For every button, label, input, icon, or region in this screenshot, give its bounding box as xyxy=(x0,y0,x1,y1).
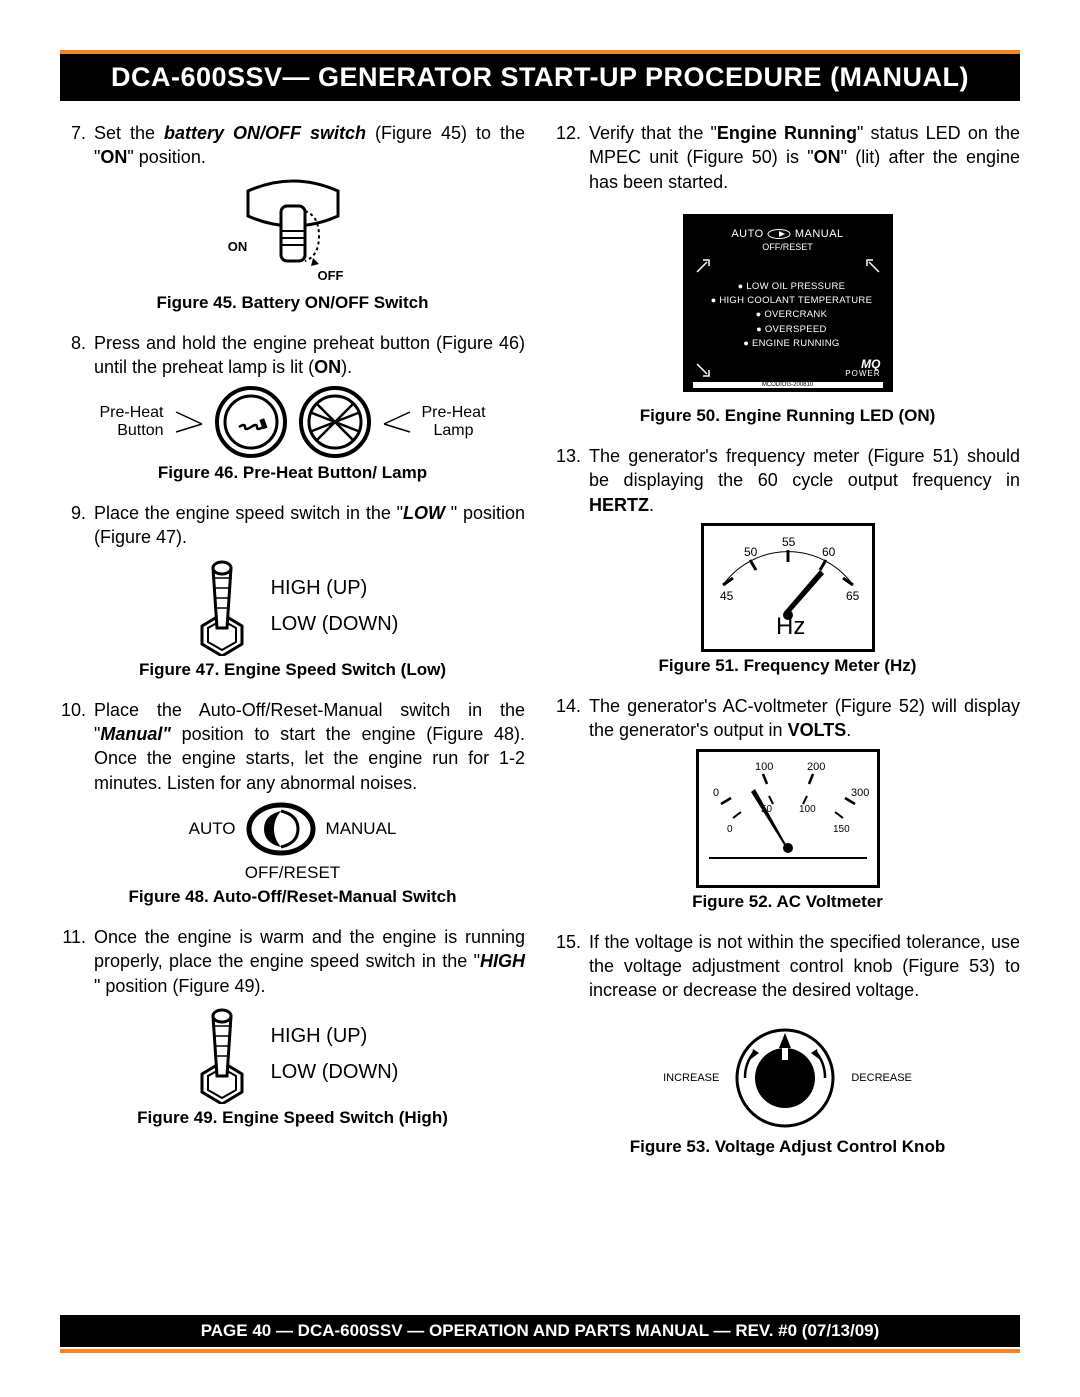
figure-51-caption: Figure 51. Frequency Meter (Hz) xyxy=(555,656,1020,676)
figure-47-caption: Figure 47. Engine Speed Switch (Low) xyxy=(60,660,525,680)
figure-52: 0 100 200 300 0 50 100 150 xyxy=(555,749,1020,888)
step-11: 11. Once the engine is warm and the engi… xyxy=(60,925,525,998)
high-label: HIGH (UP) xyxy=(271,1018,399,1054)
figure-48-caption: Figure 48. Auto-Off/Reset-Manual Switch xyxy=(60,887,525,907)
left-column: 7. Set the battery ON/OFF switch (Figure… xyxy=(60,121,525,1175)
step-7: 7. Set the battery ON/OFF switch (Figure… xyxy=(60,121,525,170)
figure-52-caption: Figure 52. AC Voltmeter xyxy=(555,892,1020,912)
figure-51: 45 50 55 60 65 Hz xyxy=(555,523,1020,652)
high-label: HIGH (UP) xyxy=(271,570,399,606)
figure-46-caption: Figure 46. Pre-Heat Button/ Lamp xyxy=(60,463,525,483)
low-label: LOW (DOWN) xyxy=(271,1054,399,1090)
step-13: 13. The generator's frequency meter (Fig… xyxy=(555,444,1020,517)
svg-text:65: 65 xyxy=(846,589,860,603)
off-reset-label: OFF/RESET xyxy=(693,242,883,252)
bold: ON xyxy=(814,147,841,167)
figure-53: INCREASE DECREASE xyxy=(555,1023,1020,1133)
page-footer: PAGE 40 — DCA-600SSV — OPERATION AND PAR… xyxy=(60,1315,1020,1347)
bold-italic: LOW xyxy=(403,503,451,523)
svg-text:0: 0 xyxy=(713,787,719,799)
manual-label: MANUAL xyxy=(795,228,844,240)
svg-text:45: 45 xyxy=(720,589,734,603)
svg-text:Hz: Hz xyxy=(776,613,805,640)
knob-icon xyxy=(725,1023,845,1133)
bold: Engine Running xyxy=(717,123,857,143)
auto-label: AUTO xyxy=(731,228,763,240)
figure-46: Pre-Heat Button Pre-Heat Lamp xyxy=(60,385,525,459)
power-label: POWER xyxy=(845,369,882,378)
bold: ON xyxy=(314,357,341,377)
led-item: LOW OIL PRESSURE xyxy=(701,280,883,294)
text: Press and hold the engine preheat button… xyxy=(94,333,525,377)
off-reset-label: OFF/RESET xyxy=(245,863,340,883)
text: " position. xyxy=(127,147,205,167)
bold-italic: HIGH xyxy=(480,951,525,971)
led-item: OVERSPEED xyxy=(701,323,883,337)
text: . xyxy=(846,720,851,740)
figure-53-caption: Figure 53. Voltage Adjust Control Knob xyxy=(555,1137,1020,1157)
off-label: OFF xyxy=(98,268,563,283)
text: If the voltage is not within the specifi… xyxy=(589,930,1020,1003)
toggle-switch-icon xyxy=(187,1004,257,1104)
svg-text:50: 50 xyxy=(744,545,758,559)
right-column: 12. Verify that the "Engine Running" sta… xyxy=(555,121,1020,1175)
figure-48: AUTO MANUAL OFF/RESET xyxy=(60,801,525,883)
figure-50-caption: Figure 50. Engine Running LED (ON) xyxy=(555,406,1020,426)
svg-text:100: 100 xyxy=(799,804,816,815)
text: Place the engine speed switch in the " xyxy=(94,503,403,523)
auto-label: AUTO xyxy=(189,819,236,839)
on-label: ON xyxy=(228,239,248,254)
decrease-label: DECREASE xyxy=(851,1072,912,1084)
step-9: 9. Place the engine speed switch in the … xyxy=(60,501,525,550)
svg-text:0: 0 xyxy=(727,824,733,835)
bold: VOLTS xyxy=(788,720,847,740)
text: Set the xyxy=(94,123,164,143)
figure-49-caption: Figure 49. Engine Speed Switch (High) xyxy=(60,1108,525,1128)
step-15: 15. If the voltage is not within the spe… xyxy=(555,930,1020,1003)
led-item: HIGH COOLANT TEMPERATURE xyxy=(701,294,883,308)
step-8: 8. Press and hold the engine preheat but… xyxy=(60,331,525,380)
increase-label: INCREASE xyxy=(663,1072,719,1084)
text: " position (Figure 49). xyxy=(94,976,265,996)
step-12: 12. Verify that the "Engine Running" sta… xyxy=(555,121,1020,194)
svg-text:55: 55 xyxy=(782,535,796,549)
preheat-lamp-icon xyxy=(298,385,372,459)
step-10: 10. Place the Auto-Off/Reset-Manual swit… xyxy=(60,698,525,795)
figure-49: HIGH (UP) LOW (DOWN) xyxy=(60,1004,525,1104)
panel-code: MCODIOG-200810 xyxy=(693,382,883,388)
svg-text:200: 200 xyxy=(807,761,825,773)
text: Once the engine is warm and the engine i… xyxy=(94,927,525,971)
svg-text:100: 100 xyxy=(755,761,773,773)
figure-50: AUTO MANUAL OFF/RESET LOW OIL PRESSURE H… xyxy=(555,214,1020,392)
rotary-switch-icon xyxy=(246,801,316,857)
bold: ON xyxy=(100,147,127,167)
svg-text:60: 60 xyxy=(822,545,836,559)
page-title: DCA-600SSV— GENERATOR START-UP PROCEDURE… xyxy=(60,54,1020,101)
svg-text:150: 150 xyxy=(833,824,850,835)
figure-47: HIGH (UP) LOW (DOWN) xyxy=(60,556,525,656)
low-label: LOW (DOWN) xyxy=(271,606,399,642)
text: Verify that the " xyxy=(589,123,717,143)
preheat-button-icon xyxy=(214,385,288,459)
preheat-button-label: Pre-Heat Button xyxy=(99,404,163,440)
preheat-lamp-label: Pre-Heat Lamp xyxy=(422,404,486,440)
text: ). xyxy=(341,357,352,377)
toggle-switch-icon xyxy=(187,556,257,656)
bold-italic: battery ON/OFF switch xyxy=(164,123,366,143)
bold: HERTZ xyxy=(589,495,649,515)
text: . xyxy=(649,495,654,515)
manual-label: MANUAL xyxy=(326,819,397,839)
led-item: ENGINE RUNNING xyxy=(701,337,883,351)
bold-italic: Manual" xyxy=(100,724,171,744)
figure-45-caption: Figure 45. Battery ON/OFF Switch xyxy=(60,293,525,313)
svg-text:300: 300 xyxy=(851,787,869,799)
step-14: 14. The generator's AC-voltmeter (Figure… xyxy=(555,694,1020,743)
text: The generator's frequency meter (Figure … xyxy=(589,446,1020,490)
led-item: OVERCRANK xyxy=(701,308,883,322)
